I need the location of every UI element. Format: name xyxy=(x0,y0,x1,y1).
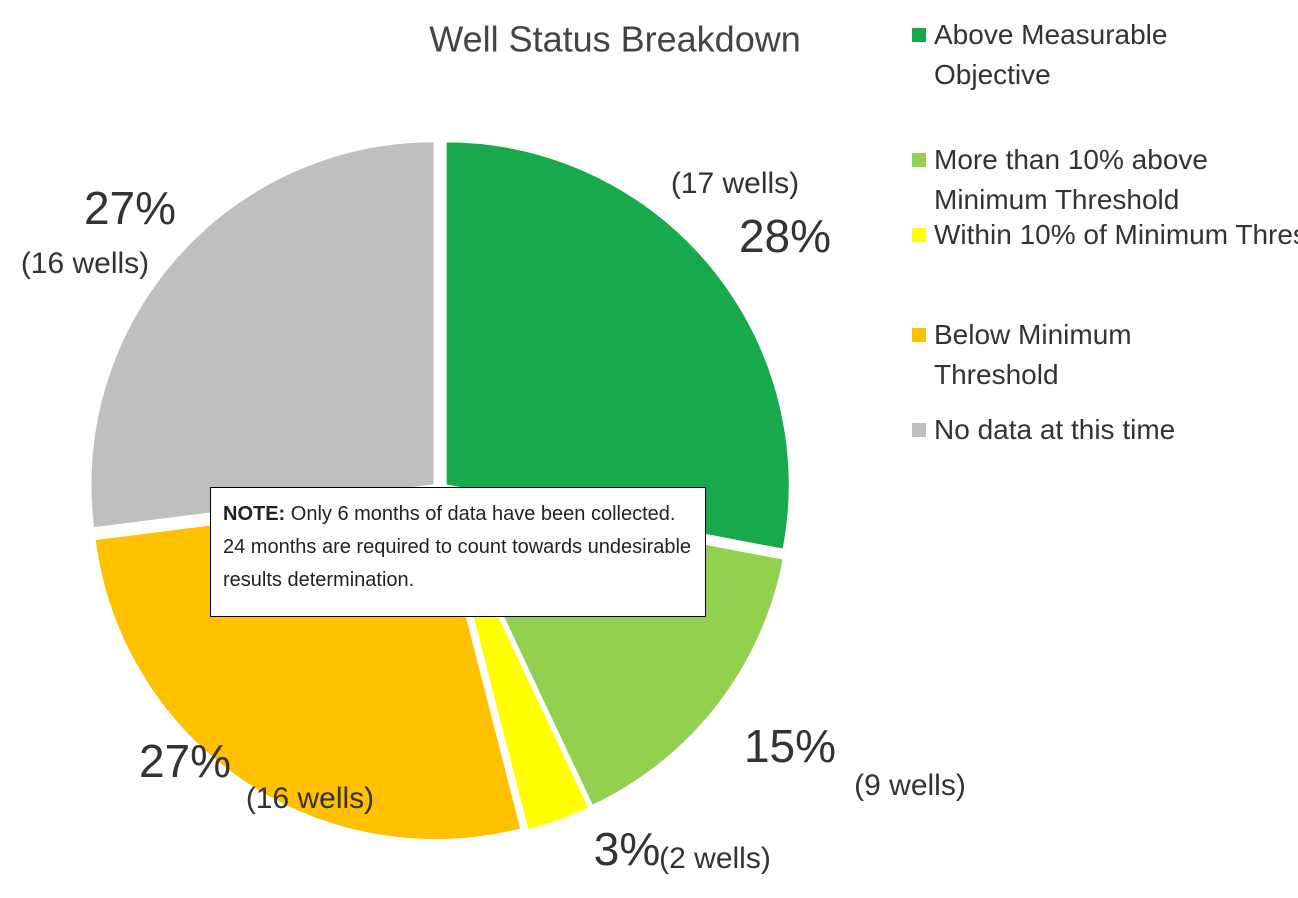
pie-slice xyxy=(445,141,790,550)
count-label: (9 wells) xyxy=(854,769,966,802)
legend-label: No data at this time xyxy=(934,414,1176,445)
note-text: Only 6 months of data have been collecte… xyxy=(223,503,692,591)
pie-slice xyxy=(90,141,435,529)
legend-item: Above Measurable Objective xyxy=(912,15,1234,95)
count-label: (2 wells) xyxy=(659,842,771,875)
count-label: (16 wells) xyxy=(21,247,149,280)
note-box: NOTE: Only 6 months of data have been co… xyxy=(210,487,706,617)
value-label: 28% xyxy=(739,210,831,262)
legend-swatch xyxy=(912,328,926,342)
count-label: (17 wells) xyxy=(671,167,799,200)
legend-label: Within 10% of Minimum Threshold xyxy=(934,219,1298,250)
value-label: 15% xyxy=(744,720,836,772)
value-label: 3% xyxy=(594,823,660,875)
value-label: 27% xyxy=(84,182,176,234)
legend-label: More than 10% above Minimum Threshold xyxy=(934,144,1208,215)
value-label: 27% xyxy=(139,735,231,787)
legend-item: No data at this time xyxy=(912,410,1298,450)
legend-swatch xyxy=(912,228,926,242)
legend-swatch xyxy=(912,153,926,167)
count-label: (16 wells) xyxy=(246,782,374,815)
note-label: NOTE: xyxy=(223,503,286,525)
legend-swatch xyxy=(912,28,926,42)
legend-swatch xyxy=(912,423,926,437)
legend-item: More than 10% above Minimum Threshold xyxy=(912,140,1264,220)
legend-item: Below Minimum Threshold xyxy=(912,315,1234,395)
chart-title: Well Status Breakdown xyxy=(429,19,801,60)
legend-item: Within 10% of Minimum Threshold xyxy=(912,215,1298,255)
legend-label: Below Minimum Threshold xyxy=(934,319,1132,390)
legend-label: Above Measurable Objective xyxy=(934,19,1168,90)
